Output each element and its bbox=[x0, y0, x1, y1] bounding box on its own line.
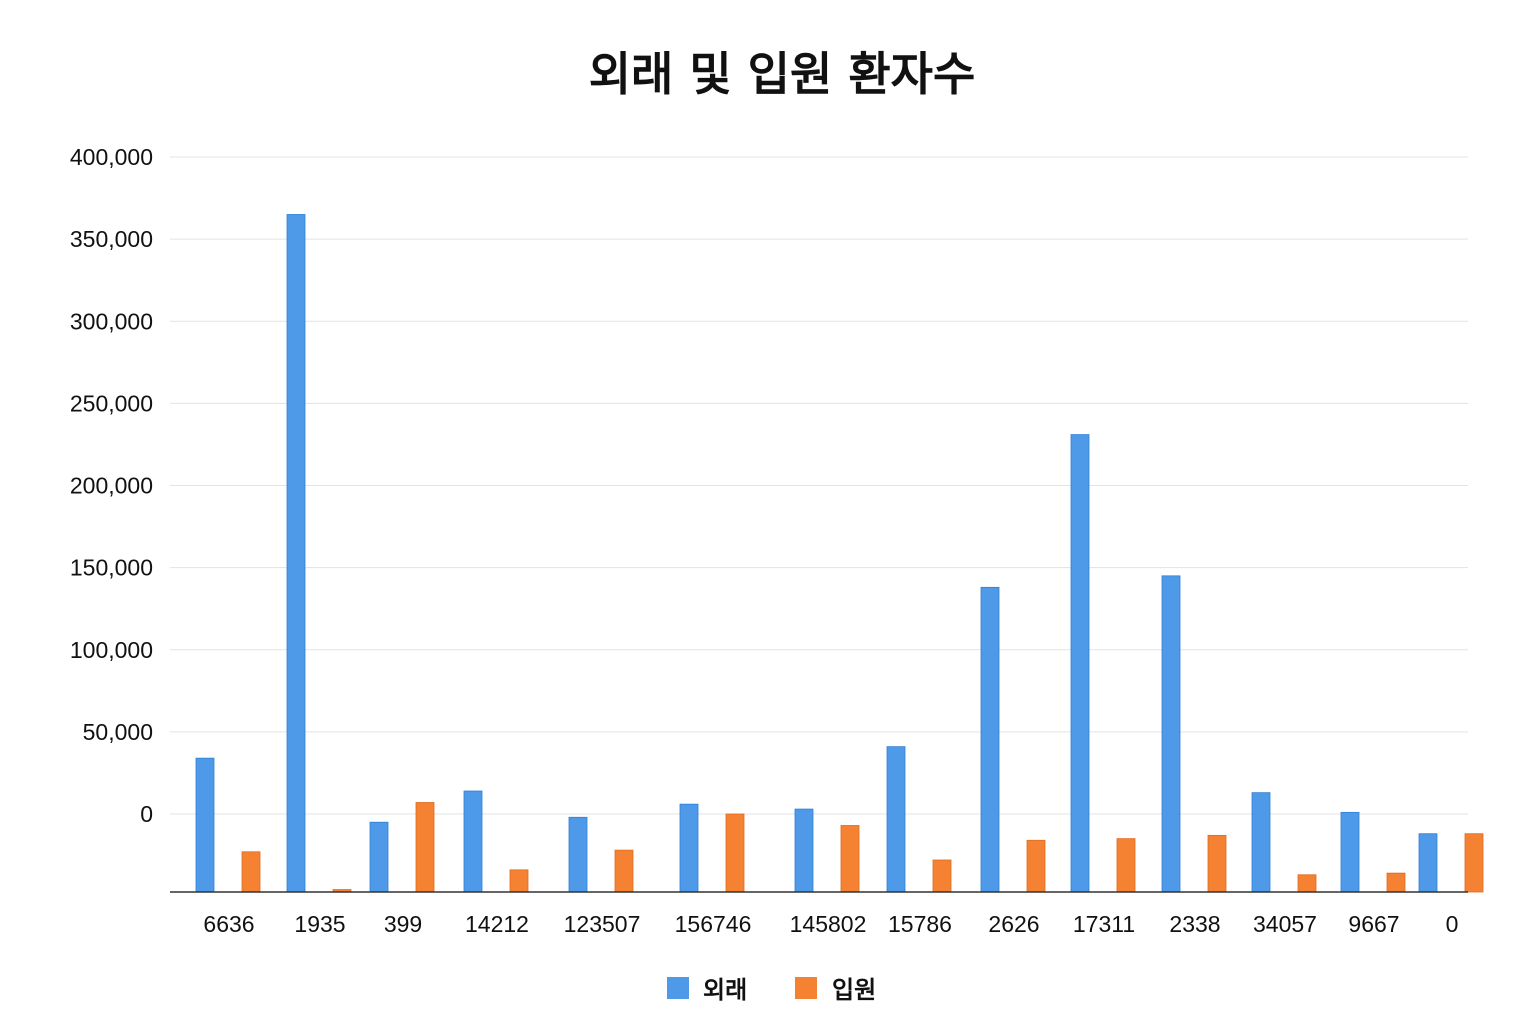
x-tick-label: 399 bbox=[384, 911, 422, 937]
bar-outpatient-0 bbox=[1418, 833, 1438, 893]
chart-title: 외래 및 입원 환자수 bbox=[589, 47, 976, 101]
x-tick-label: 123507 bbox=[564, 911, 641, 937]
x-tick-label: 145802 bbox=[790, 911, 867, 937]
y-tick-label: 100,000 bbox=[70, 637, 153, 663]
bar-inpatient-6636 bbox=[241, 851, 261, 893]
bar-outpatient-123507 bbox=[568, 816, 588, 893]
y-tick-label: 200,000 bbox=[70, 473, 153, 499]
legend-label-outpatient: 외래 bbox=[703, 976, 747, 1004]
x-tick-label: 2626 bbox=[988, 911, 1039, 937]
x-tick-label: 14212 bbox=[465, 911, 529, 937]
y-tick-label: 350,000 bbox=[70, 226, 153, 252]
bar-outpatient-34057 bbox=[1251, 792, 1271, 893]
y-axis-tick-labels: 400,000 350,000 300,000 250,000 200,000 150,0… bbox=[70, 144, 153, 827]
x-tick-label: 9667 bbox=[1348, 911, 1399, 937]
bar-inpatient-2626 bbox=[1026, 839, 1046, 893]
bar-outpatient-2338 bbox=[1161, 575, 1181, 893]
x-tick-label: 2338 bbox=[1169, 911, 1220, 937]
bar-outpatient-2626 bbox=[980, 586, 1000, 893]
y-tick-label: 300,000 bbox=[70, 308, 153, 334]
legend-label-inpatient: 입원 bbox=[832, 976, 876, 1004]
bar-inpatient-34057 bbox=[1297, 874, 1317, 893]
bar-outpatient-17311 bbox=[1070, 434, 1090, 893]
y-tick-label: 50,000 bbox=[83, 719, 153, 745]
bar-inpatient-2338 bbox=[1207, 834, 1227, 893]
bar-inpatient-123507 bbox=[614, 849, 634, 893]
bar-outpatient-6636 bbox=[195, 757, 215, 893]
bars bbox=[195, 214, 1484, 893]
x-tick-label: 34057 bbox=[1253, 911, 1317, 937]
bar-inpatient-399 bbox=[415, 802, 435, 893]
x-tick-label: 1935 bbox=[294, 911, 345, 937]
y-tick-label: 150,000 bbox=[70, 555, 153, 581]
bar-outpatient-1935 bbox=[286, 214, 306, 893]
legend: 외래 입원 bbox=[667, 976, 876, 1004]
bar-inpatient-156746 bbox=[725, 813, 745, 893]
bar-outpatient-156746 bbox=[679, 803, 699, 893]
bar-outpatient-9667 bbox=[1340, 811, 1360, 893]
bar-outpatient-399 bbox=[369, 821, 389, 893]
x-tick-label: 0 bbox=[1446, 911, 1459, 937]
y-tick-label: 400,000 bbox=[70, 144, 153, 170]
bar-inpatient-145802 bbox=[840, 825, 860, 893]
x-tick-label: 6636 bbox=[203, 911, 254, 937]
y-tick-label: 0 bbox=[140, 801, 153, 827]
bar-inpatient-9667 bbox=[1386, 872, 1406, 893]
gridlines bbox=[170, 156, 1468, 815]
bar-inpatient-15786 bbox=[932, 859, 952, 893]
bar-outpatient-14212 bbox=[463, 790, 483, 893]
bar-inpatient-14212 bbox=[509, 869, 529, 893]
y-tick-label: 250,000 bbox=[70, 390, 153, 416]
x-tick-label: 156746 bbox=[675, 911, 752, 937]
legend-swatch-outpatient bbox=[667, 977, 689, 999]
bar-inpatient-17311 bbox=[1116, 838, 1136, 893]
bar-inpatient-0 bbox=[1464, 833, 1484, 893]
bar-outpatient-145802 bbox=[794, 808, 814, 893]
x-tick-label: 15786 bbox=[888, 911, 952, 937]
legend-swatch-inpatient bbox=[795, 977, 817, 999]
x-tick-label: 17311 bbox=[1073, 911, 1135, 937]
x-axis-tick-labels: 6636 1935 399 14212 123507 156746 145802 15786 2… bbox=[203, 911, 1458, 937]
bar-outpatient-15786 bbox=[886, 746, 906, 893]
